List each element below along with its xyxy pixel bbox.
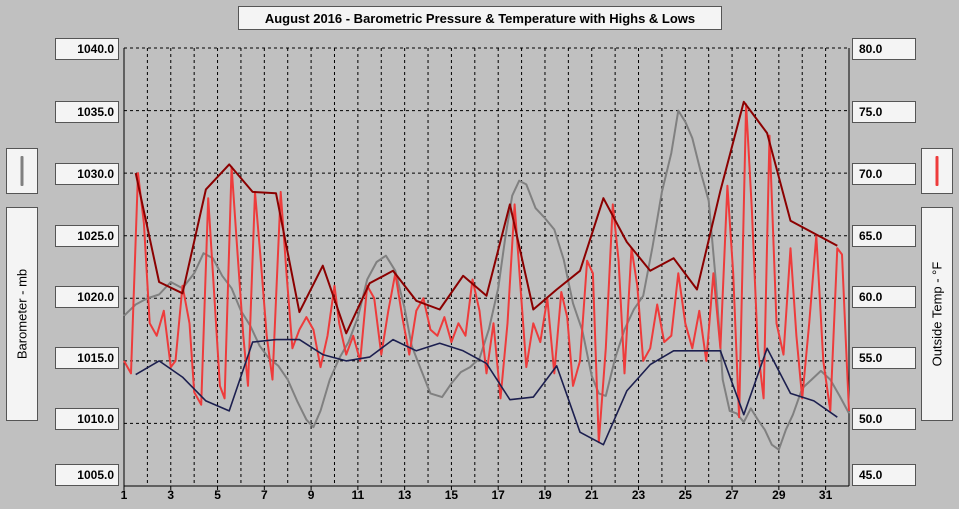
right-tick-label: 80.0 xyxy=(852,38,916,60)
right-axis-label-panel: Outside Temp - °F xyxy=(921,207,953,421)
x-tick-label: 15 xyxy=(445,488,459,502)
x-tick-label: 9 xyxy=(308,488,315,502)
x-tick-label: 19 xyxy=(538,488,552,502)
grid-lines xyxy=(123,47,850,487)
right-tick-label: 50.0 xyxy=(852,408,916,430)
right-tick-label: 65.0 xyxy=(852,225,916,247)
x-tick-label: 29 xyxy=(772,488,786,502)
left-tick-label: 1015.0 xyxy=(55,347,119,369)
x-tick-label: 5 xyxy=(214,488,221,502)
x-axis: 1 3 5 7 9 11 13 15 17 19 21 23 25 27 29 31 xyxy=(121,486,833,502)
right-axis-label: Outside Temp - °F xyxy=(929,261,945,367)
temperature-line-icon xyxy=(935,156,939,186)
left-tick-label: 1010.0 xyxy=(55,408,119,430)
left-tick-label: 1025.0 xyxy=(55,225,119,247)
x-tick-label: 25 xyxy=(679,488,693,502)
chart-title: August 2016 - Barometric Pressure & Temp… xyxy=(238,6,722,30)
temperature-legend-swatch xyxy=(921,148,953,194)
barometer-legend-swatch xyxy=(6,148,38,194)
right-tick-label: 60.0 xyxy=(852,286,916,308)
daily-temp-low-line xyxy=(135,338,838,446)
x-tick-label: 27 xyxy=(725,488,739,502)
left-tick-label: 1005.0 xyxy=(55,464,119,486)
x-tick-label: 21 xyxy=(585,488,599,502)
right-tick-label: 45.0 xyxy=(852,464,916,486)
left-tick-label: 1030.0 xyxy=(55,163,119,185)
x-tick-label: 23 xyxy=(632,488,646,502)
x-tick-label: 17 xyxy=(492,488,506,502)
x-tick-label: 7 xyxy=(261,488,268,502)
left-axis-label: Barometer - mb xyxy=(14,268,30,360)
left-axis-label-panel: Barometer - mb xyxy=(6,207,38,421)
right-tick-label: 70.0 xyxy=(852,163,916,185)
x-tick-label: 1 xyxy=(121,488,128,502)
left-tick-label: 1040.0 xyxy=(55,38,119,60)
daily-temp-high-line xyxy=(134,100,838,335)
x-tick-label: 13 xyxy=(398,488,412,502)
right-tick-label: 75.0 xyxy=(852,101,916,123)
x-tick-label: 3 xyxy=(167,488,174,502)
left-tick-label: 1035.0 xyxy=(55,101,119,123)
right-tick-label: 55.0 xyxy=(852,347,916,369)
x-tick-label: 11 xyxy=(352,488,365,502)
outside-temp-line xyxy=(123,103,850,444)
series-lines xyxy=(123,100,850,451)
barometer-line-icon xyxy=(20,156,24,186)
left-tick-label: 1020.0 xyxy=(55,286,119,308)
x-tick-label: 31 xyxy=(819,488,833,502)
